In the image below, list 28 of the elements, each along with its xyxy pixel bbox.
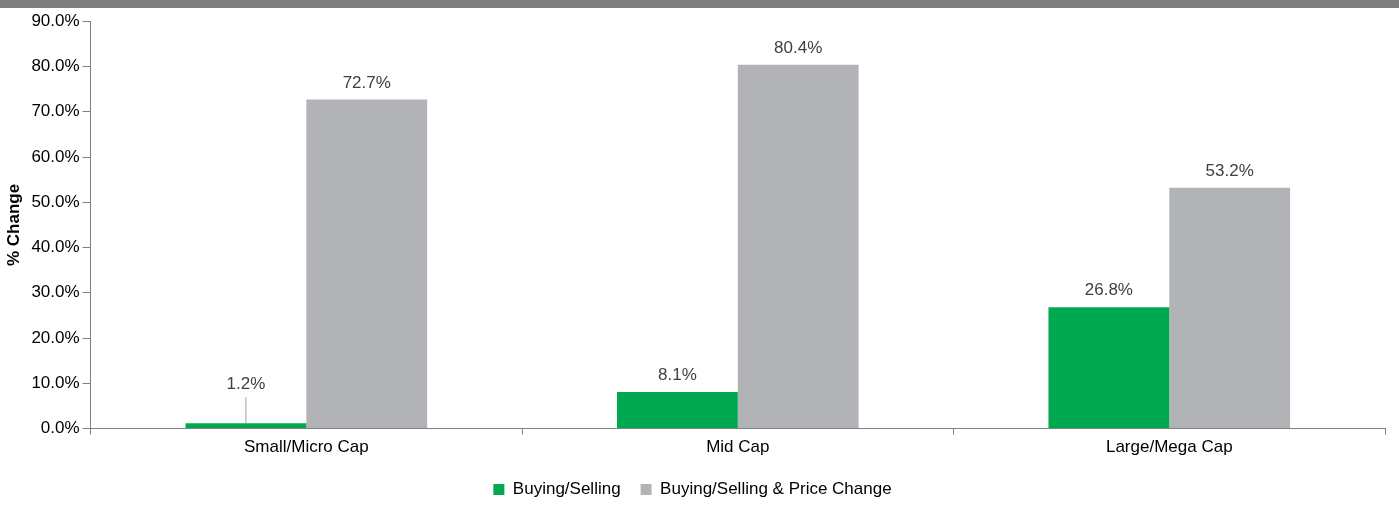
x-tick-label: Small/Micro Cap	[243, 437, 369, 457]
y-tick-label: 30.0%	[31, 282, 80, 302]
y-axis-title: % Change	[3, 183, 23, 266]
y-tick-label: 10.0%	[31, 373, 80, 393]
bar	[737, 64, 859, 429]
y-tick-label: 90.0%	[31, 10, 80, 30]
data-label: 26.8%	[1084, 280, 1133, 300]
x-tick-label: Large/Mega Cap	[1105, 437, 1233, 457]
y-tick-label: 80.0%	[31, 56, 80, 76]
y-tick-label: 70.0%	[31, 101, 80, 121]
y-tick-label: 50.0%	[31, 191, 80, 211]
y-tick-label: 20.0%	[31, 327, 80, 347]
bar	[306, 99, 428, 429]
bar	[1048, 307, 1170, 429]
y-tick-label: 60.0%	[31, 146, 80, 166]
x-tick-label: Mid Cap	[706, 437, 770, 457]
data-label: 8.1%	[658, 365, 697, 385]
bar	[1169, 187, 1291, 429]
data-label: 53.2%	[1205, 160, 1254, 180]
legend-label: Buying/Selling	[512, 479, 621, 499]
data-label: 1.2%	[226, 374, 266, 394]
legend-label: Buying/Selling & Price Change	[660, 479, 892, 499]
data-label: 72.7%	[342, 72, 391, 92]
y-tick-label: 0.0%	[40, 418, 80, 438]
y-tick-label: 40.0%	[31, 237, 80, 257]
bar	[616, 391, 738, 429]
bar	[185, 423, 307, 429]
data-label: 80.4%	[774, 37, 823, 57]
